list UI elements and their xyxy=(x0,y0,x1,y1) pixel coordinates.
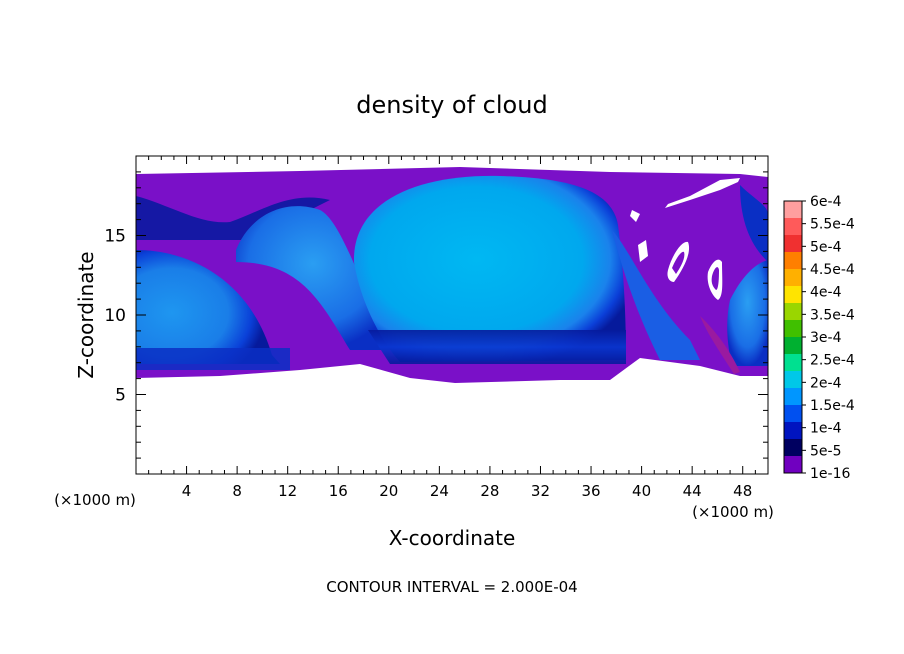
colorbar-labels: 6e-4 5.5e-4 5e-4 4.5e-4 4e-4 3.5e-4 3e-4 2.5e-4… xyxy=(802,194,855,482)
x-tick-label: 12 xyxy=(278,482,297,500)
y-tick-label: 5 xyxy=(115,386,126,406)
colorbar-swatch xyxy=(784,388,802,406)
colorbar-swatch xyxy=(784,320,802,338)
x-axis-label: X-coordinate xyxy=(389,526,516,550)
chart-title: density of cloud xyxy=(356,91,547,119)
colorbar-label: 1e-4 xyxy=(810,421,842,437)
colorbar-label: 1e-16 xyxy=(810,466,850,482)
x-tick-label: 20 xyxy=(379,482,398,500)
x-tick-label: 40 xyxy=(632,482,651,500)
colorbar-label: 2e-4 xyxy=(810,375,842,391)
x-unit-left: (×1000 m) xyxy=(54,491,136,509)
central-cell xyxy=(353,175,626,362)
colorbar-swatch xyxy=(784,235,802,253)
colorbar-swatch xyxy=(784,337,802,355)
colorbar-swatch xyxy=(784,456,802,474)
colorbar-swatch xyxy=(784,422,802,440)
colorbar-label: 5e-4 xyxy=(810,239,842,255)
x-tick-label: 16 xyxy=(329,482,348,500)
x-tick-label: 48 xyxy=(733,482,752,500)
colorbar-label: 3.5e-4 xyxy=(810,307,855,323)
colorbar-swatch xyxy=(784,354,802,372)
colorbar-label: 2.5e-4 xyxy=(810,353,855,369)
colorbar xyxy=(783,200,803,474)
left-cell xyxy=(136,250,280,364)
x-tick-label: 4 xyxy=(182,482,192,500)
colorbar-label: 5e-5 xyxy=(810,443,841,459)
y-tick-label: 15 xyxy=(104,227,126,247)
colorbar-swatch xyxy=(784,218,802,236)
colorbar-swatch xyxy=(784,252,802,270)
colorbar-swatch xyxy=(784,439,802,457)
colorbar-swatch xyxy=(784,371,802,389)
colorbar-swatch xyxy=(784,405,802,423)
x-tick-label: 8 xyxy=(232,482,242,500)
colorbar-label: 4e-4 xyxy=(810,285,842,301)
colorbar-label: 6e-4 xyxy=(810,194,842,210)
contour-interval-note: CONTOUR INTERVAL = 2.000E-04 xyxy=(326,578,577,596)
x-tick-label: 32 xyxy=(531,482,550,500)
colorbar-swatch xyxy=(784,286,802,304)
colorbar-swatch xyxy=(784,201,802,219)
y-axis-label: Z-coordinate xyxy=(74,251,98,378)
colorbar-swatch xyxy=(784,269,802,287)
y-axis-ticks: 5 10 15 xyxy=(104,171,768,459)
right-cell xyxy=(727,260,768,366)
colorbar-label: 5.5e-4 xyxy=(810,217,855,233)
x-unit-right: (×1000 m) xyxy=(692,503,774,521)
y-tick-label: 10 xyxy=(104,306,126,326)
colorbar-label: 4.5e-4 xyxy=(810,262,855,278)
colorbar-swatch xyxy=(784,303,802,321)
x-tick-label: 24 xyxy=(430,482,449,500)
colorbar-label: 3e-4 xyxy=(810,330,842,346)
x-tick-label: 44 xyxy=(683,482,702,500)
x-tick-label: 36 xyxy=(581,482,600,500)
x-tick-label: 28 xyxy=(480,482,499,500)
colorbar-label: 1.5e-4 xyxy=(810,398,855,414)
plot-area xyxy=(136,156,768,474)
x-axis-ticks: 4 8 12 16 20 24 28 32 36 40 44 48 xyxy=(148,156,756,500)
